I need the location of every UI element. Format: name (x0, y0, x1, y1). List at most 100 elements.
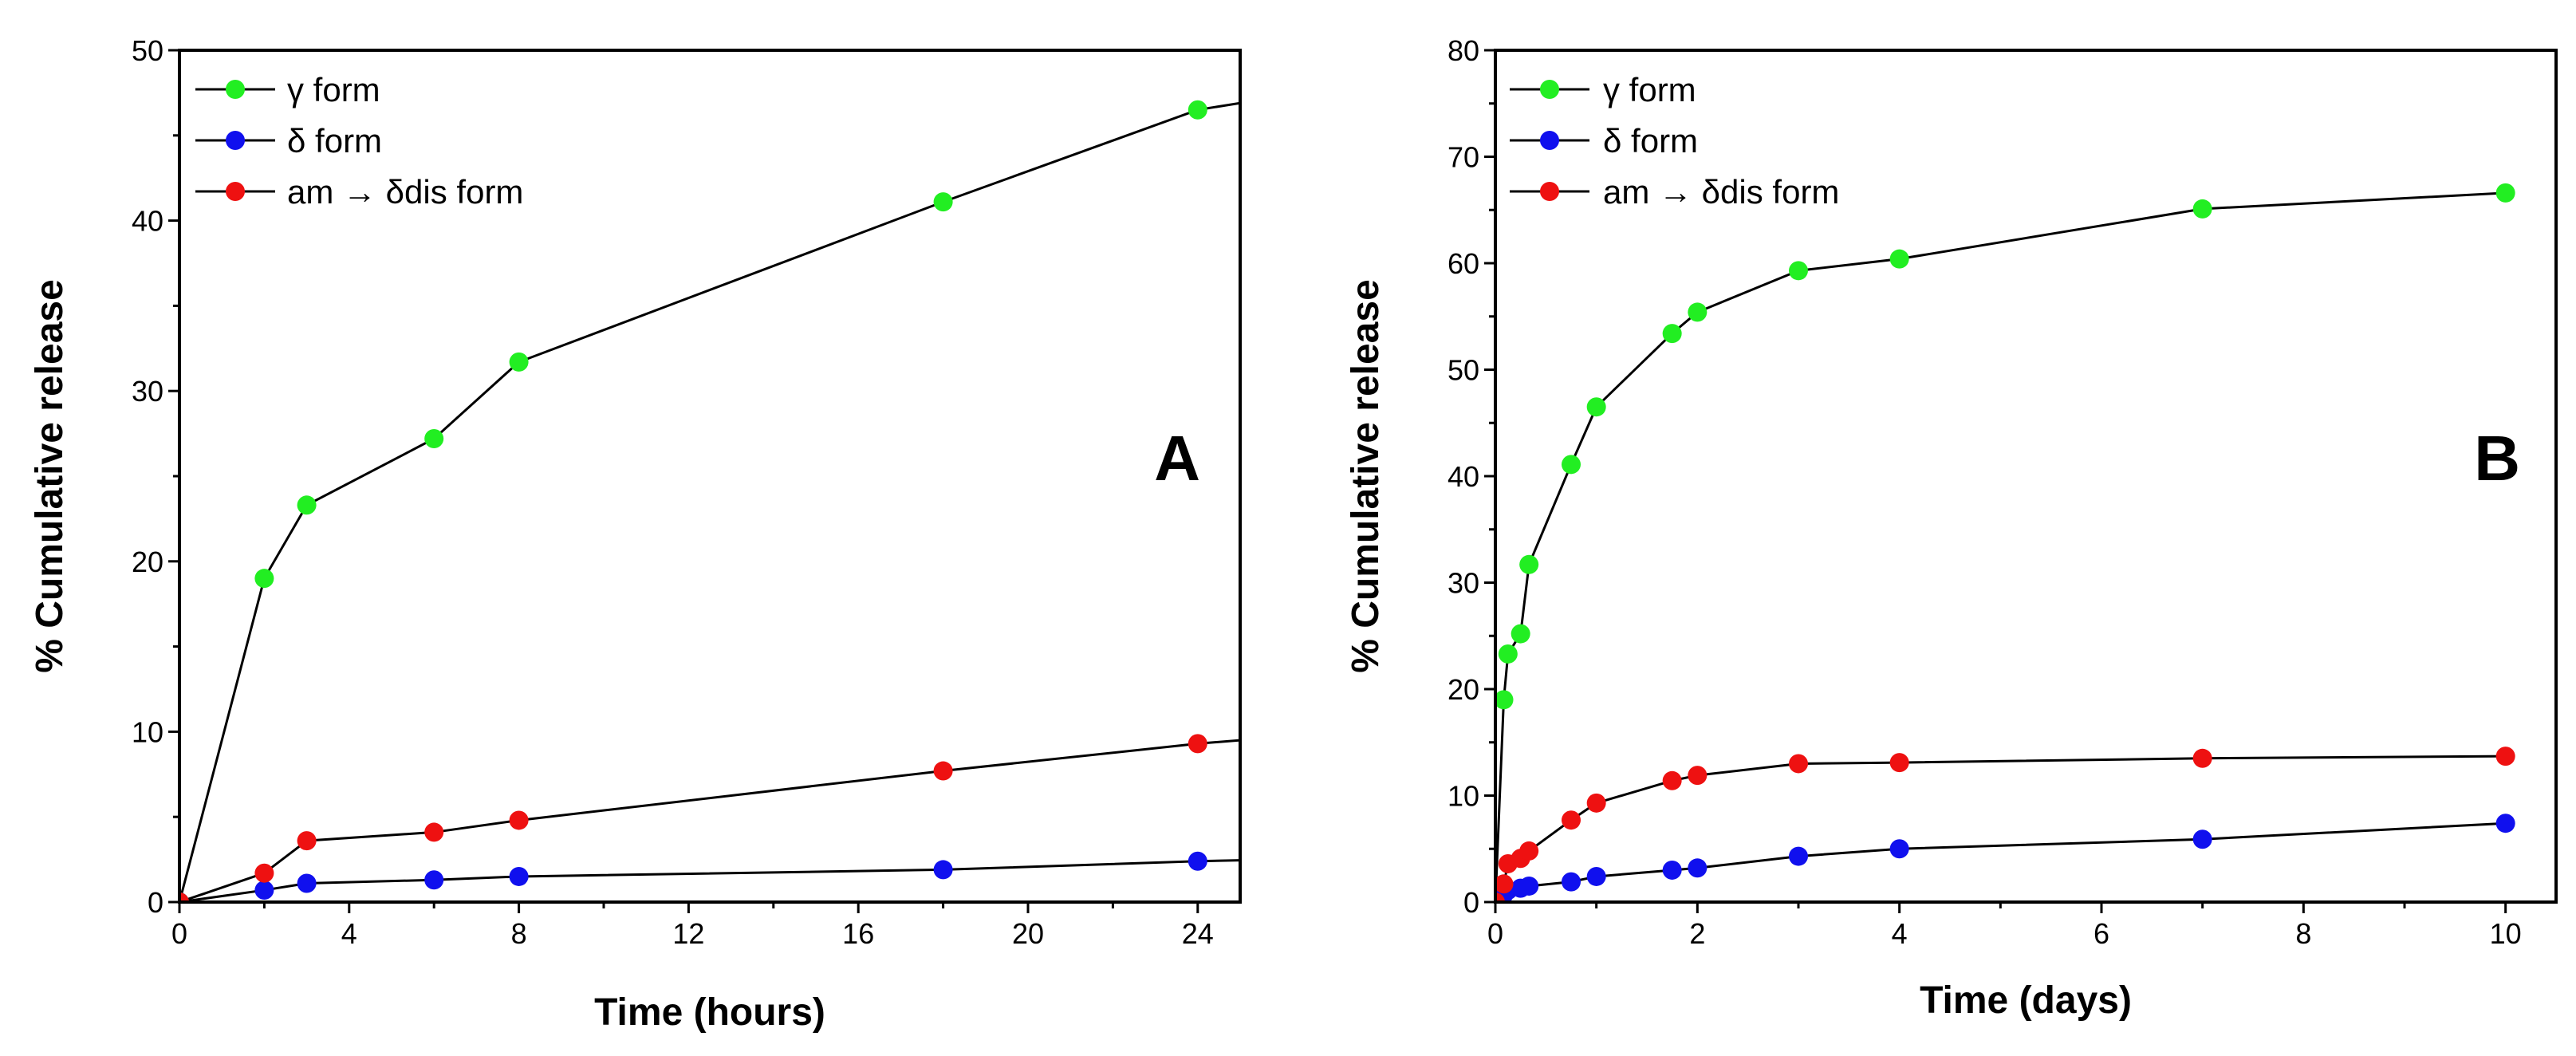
panel-b-point-gamma (1511, 624, 1530, 644)
panel-b-point-delta (2495, 814, 2515, 833)
panel-b-point-delta (1889, 839, 1909, 859)
panel-b-x-tick-label: 8 (2295, 917, 2311, 950)
panel-a-point-amorphous (297, 831, 317, 851)
panel-a: 0 4 8 12 16 20 24 0 10 20 30 40 50 γ form δ form am … (29, 34, 1242, 1034)
panel-b-point-delta (1586, 866, 1606, 886)
panel-a-legend-marker-delta (226, 131, 245, 150)
panel-b-point-delta (2192, 829, 2212, 849)
panel-b-legend-label-gamma: γ form (1603, 71, 1696, 108)
panel-a-y-tick-label: 20 (132, 546, 163, 578)
panel-a-ticks: 0 4 8 12 16 20 24 0 10 20 30 40 50 (132, 34, 1214, 950)
panel-b-x-tick-label: 4 (1892, 917, 1908, 950)
panel-b-point-amorphous (1889, 753, 1909, 773)
panel-b-ticks: 0 2 4 6 8 10 0 10 20 30 40 50 60 70 80 (1448, 34, 2522, 950)
panel-b-y-tick-label: 20 (1448, 673, 1479, 706)
panel-a-x-tick-label: 20 (1012, 917, 1044, 950)
panel-b-point-amorphous (2192, 748, 2212, 768)
panel-a-point-gamma (509, 352, 529, 372)
panel-b-legend-entry-delta: δ form (1510, 122, 1698, 160)
panel-a-point-amorphous (179, 892, 189, 902)
panel-a-legend-entry-gamma: γ form (195, 71, 380, 108)
panel-b-point-delta (1562, 872, 1581, 892)
panel-b-legend-label-delta: δ form (1603, 122, 1698, 160)
panel-a-x-tick-label: 12 (672, 917, 704, 950)
panel-b-x-tick-label: 0 (1487, 917, 1503, 950)
panel-b-point-amorphous (2495, 747, 2515, 766)
panel-b-x-tick-label: 10 (2490, 917, 2522, 950)
panel-a-y-tick-label: 40 (132, 205, 163, 238)
panel-b-point-gamma (1662, 324, 1682, 344)
panel-b-point-gamma (1789, 261, 1808, 281)
panel-a-legend-label-amorphous: am → δdis form (287, 173, 523, 211)
panel-a-point-delta (933, 860, 953, 880)
panel-a-point-gamma (297, 495, 317, 515)
panel-a-point-amorphous (1188, 734, 1207, 754)
panel-b-point-delta (1519, 876, 1539, 896)
panel-b-point-amorphous (1495, 874, 1514, 894)
panel-b-point-amorphous (1789, 754, 1808, 774)
panel-b-y-tick-label: 50 (1448, 354, 1479, 387)
panel-b-legend-entry-amorphous: am → δdis form (1510, 173, 1839, 211)
panel-a-point-amorphous (254, 863, 274, 883)
panel-b-y-tick-label: 30 (1448, 567, 1479, 600)
panel-a-y-axis-title: % Cumulative release (29, 279, 71, 673)
panel-a-x-tick-label: 16 (842, 917, 874, 950)
panel-b-point-gamma (1889, 249, 1909, 269)
panel-b-y-tick-label: 70 (1448, 141, 1479, 174)
panel-b-point-gamma (2495, 183, 2515, 203)
panel-b-y-tick-label: 0 (1463, 886, 1479, 919)
panel-a-point-gamma (424, 429, 444, 449)
panel-b-y-tick-label: 40 (1448, 460, 1479, 493)
panel-a-legend-label-delta: δ form (287, 122, 382, 160)
panel-b-point-gamma (1495, 690, 1514, 710)
panel-b-letter: B (2474, 423, 2520, 494)
panel-a-point-gamma (254, 569, 274, 589)
panel-b-point-amorphous (1662, 770, 1682, 790)
panel-a-x-tick-label: 24 (1182, 917, 1214, 950)
panel-b-plot-content (1495, 183, 2515, 902)
panel-b-point-gamma (2192, 199, 2212, 219)
panel-a-point-delta (509, 866, 529, 886)
panel-b-point-amorphous (1586, 793, 1606, 813)
panel-a-legend-marker-gamma (226, 80, 245, 99)
panel-a-point-gamma (1188, 100, 1207, 120)
panel-b-y-tick-label: 60 (1448, 247, 1479, 280)
panel-b-series-line-gamma (1495, 191, 2506, 902)
panel-a-x-tick-label: 4 (341, 917, 357, 950)
panel-b-point-gamma (1688, 302, 1707, 322)
panel-b-y-tick-label: 80 (1448, 34, 1479, 67)
panel-b-point-delta (1789, 846, 1808, 866)
panel-a-point-amorphous (424, 822, 444, 842)
panel-a-legend-label-gamma: γ form (287, 71, 380, 108)
panel-a-letter: A (1154, 423, 1200, 494)
panel-b-legend-label-amorphous: am → δdis form (1603, 173, 1839, 211)
panel-a-point-gamma (933, 192, 953, 212)
panel-a-point-amorphous (509, 810, 529, 830)
panel-a-point-delta (424, 870, 444, 890)
panel-b-legend-marker-gamma (1540, 80, 1559, 99)
panel-a-y-tick-label: 10 (132, 715, 163, 748)
panel-a-x-axis-title: Time (hours) (594, 991, 825, 1034)
panel-b-point-gamma (1562, 455, 1581, 475)
panel-b-point-gamma (1498, 644, 1518, 664)
panel-b: 0 2 4 6 8 10 0 10 20 30 40 50 60 70 80 γ form δ form a… (1345, 34, 2558, 1022)
panel-b-legend-entry-gamma: γ form (1510, 71, 1696, 108)
panel-b-point-amorphous (1519, 841, 1539, 861)
panel-b-y-tick-label: 10 (1448, 780, 1479, 813)
panel-b-point-delta (1688, 858, 1707, 878)
panel-a-y-tick-label: 50 (132, 34, 163, 67)
panel-b-series-line-amorphous (1495, 755, 2506, 902)
panel-a-y-tick-label: 30 (132, 375, 163, 408)
panel-a-y-tick-label: 0 (148, 886, 163, 919)
panel-b-point-gamma (1519, 554, 1539, 574)
panel-b-x-axis-title: Time (days) (1920, 979, 2132, 1022)
panel-b-legend-marker-amorphous (1540, 182, 1559, 201)
panel-a-legend-entry-delta: δ form (195, 122, 382, 160)
panel-b-point-amorphous (1562, 810, 1581, 830)
panel-b-point-amorphous (1688, 766, 1707, 786)
panel-a-point-delta (297, 873, 317, 893)
panel-b-point-delta (1662, 860, 1682, 880)
panel-b-point-gamma (1586, 397, 1606, 417)
panel-a-point-delta (1188, 851, 1207, 871)
